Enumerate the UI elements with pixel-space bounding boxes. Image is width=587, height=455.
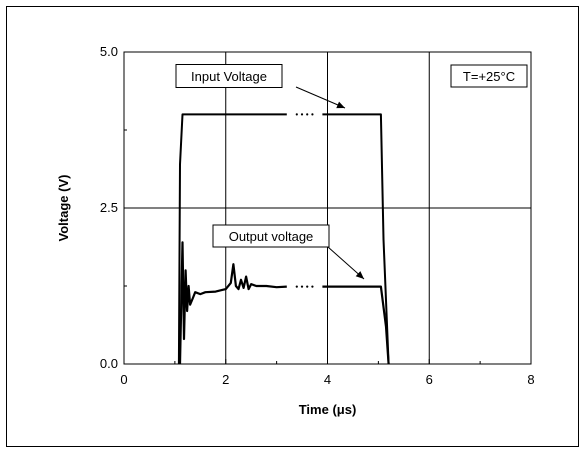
x-tick-label: 8 xyxy=(527,372,534,387)
input-voltage-arrowhead xyxy=(336,101,345,109)
y-tick-label: 2.5 xyxy=(100,200,118,215)
y-axis-title: Voltage (V) xyxy=(56,175,71,242)
series-line-output-1 xyxy=(178,241,287,365)
series-layer xyxy=(177,113,390,365)
grid xyxy=(124,52,531,364)
input-voltage-label: Input Voltage xyxy=(191,69,267,84)
gap-dot xyxy=(295,285,298,288)
gap-dot xyxy=(306,113,309,116)
output-voltage-arrowhead xyxy=(355,271,364,279)
x-tick-label: 2 xyxy=(222,372,229,387)
gap-dot xyxy=(311,113,314,116)
gap-dot xyxy=(306,285,309,288)
temperature-label-box xyxy=(450,64,528,88)
series-line-input-2 xyxy=(322,113,390,365)
input-voltage-label-box xyxy=(175,64,283,88)
gap-dot xyxy=(300,113,304,116)
input-voltage-arrow xyxy=(295,86,346,109)
series-line-input-1 xyxy=(177,113,287,365)
output-voltage-label-box xyxy=(212,224,330,248)
x-tick-label: 6 xyxy=(426,372,433,387)
ticks: 0 2 4 6 8 0.0 2.5 5.0 xyxy=(100,44,535,387)
gap-dot xyxy=(300,285,304,288)
x-axis-title: Time (μs) xyxy=(299,402,357,417)
gap-dot xyxy=(311,285,314,288)
x-tick-label: 0 xyxy=(120,372,127,387)
ellipsis-group xyxy=(295,113,314,288)
gap-dot xyxy=(295,113,298,116)
x-tick-label: 4 xyxy=(324,372,331,387)
output-voltage-arrow xyxy=(327,246,365,280)
series-line-output-2 xyxy=(322,285,390,365)
y-tick-label: 5.0 xyxy=(100,44,118,59)
y-tick-label: 0.0 xyxy=(100,356,118,371)
temperature-label: T=+25°C xyxy=(463,69,515,84)
figure-frame xyxy=(6,6,579,447)
output-voltage-label: Output voltage xyxy=(229,229,314,244)
